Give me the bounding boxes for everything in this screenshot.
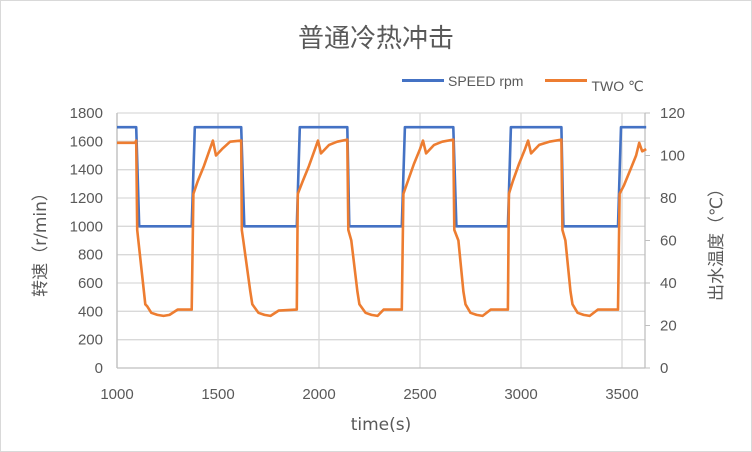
y-right-tick: 100 bbox=[660, 148, 685, 165]
x-tick: 2500 bbox=[403, 386, 436, 403]
y-right-tick: 40 bbox=[660, 275, 677, 292]
chart-legend: SPEED rpm TWO ℃ bbox=[402, 72, 666, 94]
y-left-tick: 800 bbox=[78, 247, 103, 264]
y-left-tick: 1200 bbox=[70, 190, 103, 207]
legend-swatch-speed bbox=[402, 79, 444, 82]
y-right-tick: 20 bbox=[660, 318, 677, 335]
x-tick: 1500 bbox=[201, 386, 234, 403]
x-axis-label: time(s) bbox=[351, 415, 412, 435]
y-left-tick: 0 bbox=[95, 360, 103, 377]
y-left-tick: 1400 bbox=[70, 162, 103, 179]
x-tick: 2000 bbox=[302, 386, 335, 403]
y-right-tick: 0 bbox=[660, 360, 668, 377]
legend-item-two: TWO ℃ bbox=[545, 72, 644, 94]
series-line-speed bbox=[117, 125, 647, 228]
legend-swatch-two bbox=[545, 79, 588, 82]
x-tick: 3000 bbox=[504, 386, 537, 403]
y-right-tick: 60 bbox=[660, 233, 677, 250]
x-tick: 3500 bbox=[605, 386, 638, 403]
x-tick: 1000 bbox=[100, 386, 133, 403]
chart-title: 普通冷热冲击 bbox=[297, 24, 454, 54]
y-right-axis-label: 出水温度（℃） bbox=[707, 180, 727, 301]
y-left-tick: 600 bbox=[78, 275, 103, 292]
y-left-tick: 1000 bbox=[70, 218, 103, 235]
legend-label-two: TWO ℃ bbox=[591, 78, 644, 94]
y-left-tick: 1600 bbox=[70, 133, 103, 150]
legend-label-speed: SPEED rpm bbox=[448, 72, 524, 89]
y-left-tick: 400 bbox=[78, 303, 103, 320]
y-left-tick: 200 bbox=[78, 332, 103, 349]
legend-item-speed: SPEED rpm bbox=[402, 73, 523, 89]
y-right-tick: 120 bbox=[660, 105, 685, 122]
series-line-two bbox=[117, 138, 647, 318]
y-right-tick: 80 bbox=[660, 190, 677, 207]
y-left-axis-label: 转速（r/min） bbox=[31, 184, 51, 297]
y-left-tick: 1800 bbox=[70, 105, 103, 122]
